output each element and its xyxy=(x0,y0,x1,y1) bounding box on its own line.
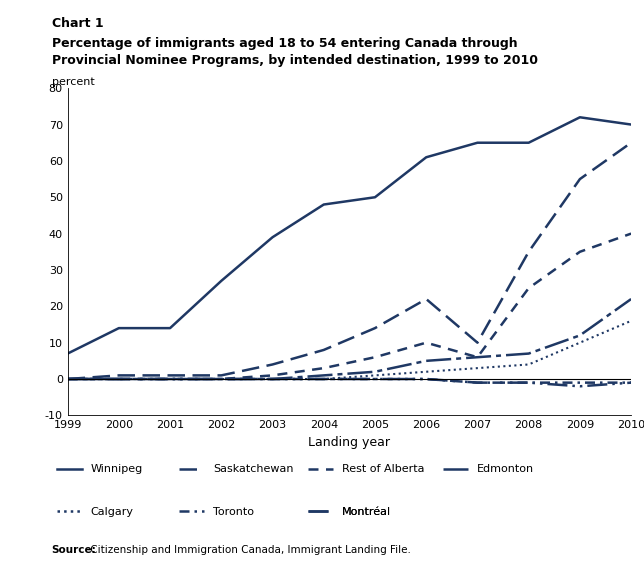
Text: Percentage of immigrants aged 18 to 54 entering Canada through: Percentage of immigrants aged 18 to 54 e… xyxy=(52,37,517,50)
Text: Provincial Nominee Programs, by intended destination, 1999 to 2010: Provincial Nominee Programs, by intended… xyxy=(52,54,538,67)
Text: percent: percent xyxy=(52,77,94,87)
X-axis label: Landing year: Landing year xyxy=(308,436,390,449)
Text: Citizenship and Immigration Canada, Immigrant Landing File.: Citizenship and Immigration Canada, Immi… xyxy=(87,545,411,555)
Text: Source:: Source: xyxy=(52,545,96,555)
Legend: Montréal: Montréal xyxy=(308,507,391,517)
Text: Chart 1: Chart 1 xyxy=(52,17,103,30)
